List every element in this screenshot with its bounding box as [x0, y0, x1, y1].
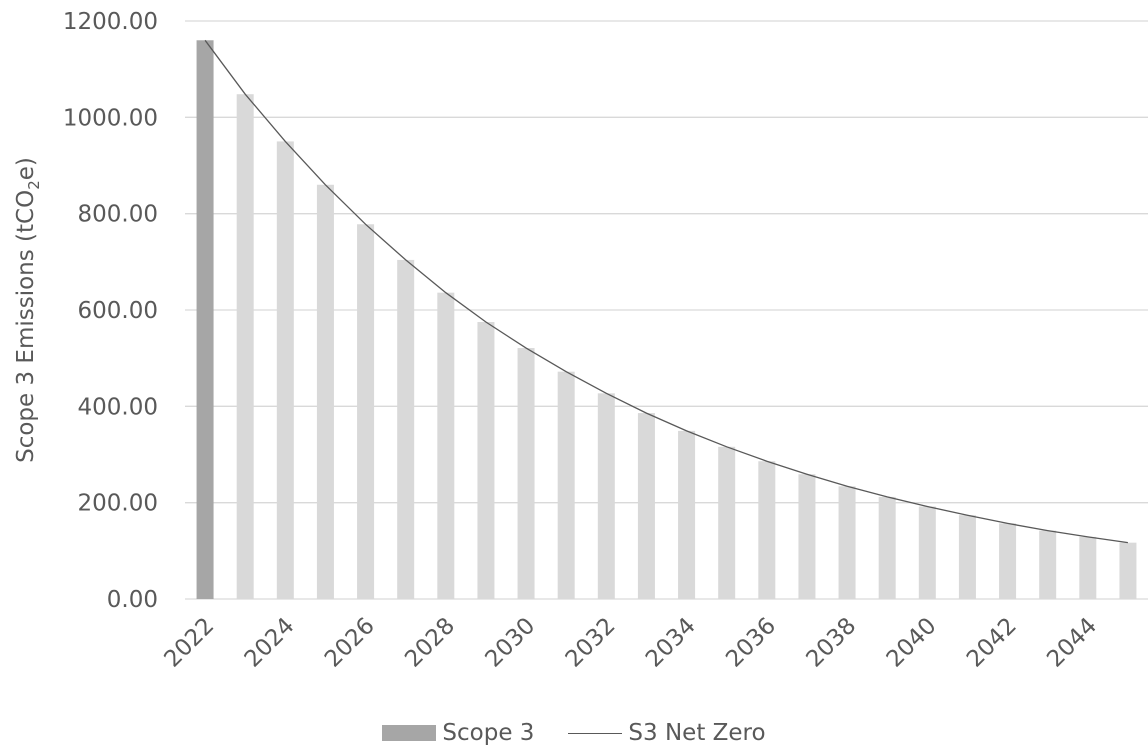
y-tick-label: 0.00	[107, 587, 158, 613]
bar-2035	[718, 446, 736, 599]
y-axis-title-end: e)	[13, 157, 39, 180]
bar-2042	[999, 523, 1017, 599]
bar-2041	[958, 515, 976, 599]
bar-2023	[236, 94, 254, 600]
x-tick-label: 2044	[1042, 613, 1102, 673]
bar-2025	[316, 184, 334, 599]
y-tick-label: 1000.00	[63, 105, 158, 131]
bar-2029	[477, 322, 495, 599]
x-tick-label: 2022	[160, 613, 220, 673]
bar-2038	[838, 486, 856, 599]
bar-2039	[878, 496, 896, 599]
net-zero-line-path	[204, 39, 1128, 544]
legend-label-scope-3: Scope 3	[442, 720, 535, 746]
legend-swatch-s3-net-zero	[568, 732, 623, 734]
bar-2026	[357, 224, 375, 599]
bar-2040	[918, 506, 936, 599]
bar-2030	[517, 348, 535, 599]
legend-swatch-scope-3	[382, 725, 437, 741]
x-tick-label: 2042	[962, 613, 1022, 673]
bar-2027	[397, 259, 415, 599]
gridlines	[185, 20, 1148, 600]
y-tick-label: 400.00	[78, 394, 158, 420]
bar-2032	[597, 393, 615, 599]
bar-2037	[798, 474, 816, 599]
y-axis-title-main: Scope 3 Emissions (tCO	[13, 190, 39, 463]
bar-2028	[437, 292, 455, 599]
bar-2034	[678, 430, 696, 599]
bar-2033	[637, 413, 655, 599]
x-tick-label: 2030	[481, 613, 541, 673]
x-tick-label: 2040	[882, 613, 942, 673]
bar-2031	[557, 371, 575, 599]
legend-entry-s3-net-zero: S3 Net Zero	[568, 720, 766, 746]
legend-entry-scope-3: Scope 3	[382, 720, 534, 746]
x-axis-tick-labels: 2022 2024 2026 2028 2030 2032 2034 2036 2038 2040…	[160, 613, 1103, 673]
legend: Scope 3 S3 Net Zero	[0, 717, 1148, 749]
y-axis-title: Scope 3 Emissions (tCO2e)	[13, 157, 43, 463]
y-axis-tick-labels: 0.00 200.00 400.00 600.00 800.00 1000.00 1200.…	[63, 9, 158, 613]
x-tick-label: 2038	[802, 613, 862, 673]
y-tick-label: 200.00	[78, 491, 158, 517]
chart-plot: 0.00 200.00 400.00 600.00 800.00 1000.00 1200.…	[13, 9, 1148, 673]
x-tick-label: 2034	[641, 613, 701, 673]
y-tick-label: 600.00	[78, 298, 158, 324]
x-tick-label: 2032	[561, 613, 621, 673]
x-tick-label: 2028	[400, 613, 460, 673]
bar-2044	[1079, 536, 1097, 599]
y-tick-label: 1200.00	[63, 9, 158, 35]
bar-2024	[276, 141, 294, 599]
bars	[196, 40, 1137, 600]
y-tick-label: 800.00	[78, 202, 158, 228]
bar-2043	[1039, 530, 1057, 599]
y-axis-title-subscript: 2	[25, 180, 43, 190]
bar-2022	[196, 40, 214, 600]
x-tick-label: 2026	[320, 613, 380, 673]
x-tick-label: 2036	[721, 613, 781, 673]
x-tick-label: 2024	[240, 613, 300, 673]
net-zero-line	[204, 39, 1128, 544]
bar-2045	[1119, 542, 1137, 599]
legend-label-s3-net-zero: S3 Net Zero	[628, 720, 766, 746]
bar-2036	[758, 461, 776, 599]
